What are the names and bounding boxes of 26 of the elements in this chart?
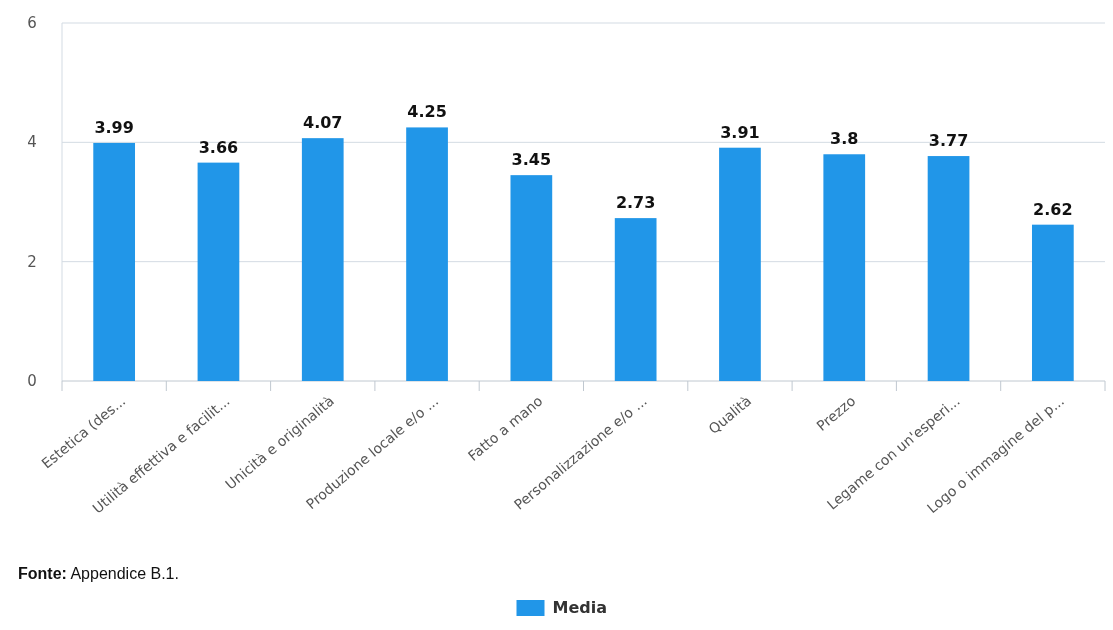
data-label: 3.45 <box>511 150 552 170</box>
bar <box>510 175 553 381</box>
bar <box>927 156 970 381</box>
bar <box>93 142 136 381</box>
data-label: 4.07 <box>303 113 343 133</box>
data-label: 3.8 <box>830 129 859 149</box>
data-label: 3.66 <box>198 137 239 157</box>
source-note: Fonte: Appendice B.1. <box>18 565 179 582</box>
bar <box>197 162 240 381</box>
data-label: 2.73 <box>615 193 656 213</box>
y-tick-label: 6 <box>27 14 37 32</box>
legend-label: Media <box>552 598 608 617</box>
y-tick-label: 0 <box>27 372 37 390</box>
bar <box>301 138 344 381</box>
bar <box>614 218 657 381</box>
bar <box>406 127 448 381</box>
y-tick-label: 4 <box>27 133 37 152</box>
data-label: 3.99 <box>94 117 134 137</box>
data-label: 3.91 <box>720 122 760 142</box>
bar <box>719 147 761 381</box>
y-tick-label: 2 <box>27 252 37 271</box>
bar <box>1031 224 1074 381</box>
data-label: 2.62 <box>1033 199 1073 219</box>
data-label: 4.25 <box>407 102 447 122</box>
data-label: 3.77 <box>928 131 969 151</box>
bar <box>823 154 866 381</box>
